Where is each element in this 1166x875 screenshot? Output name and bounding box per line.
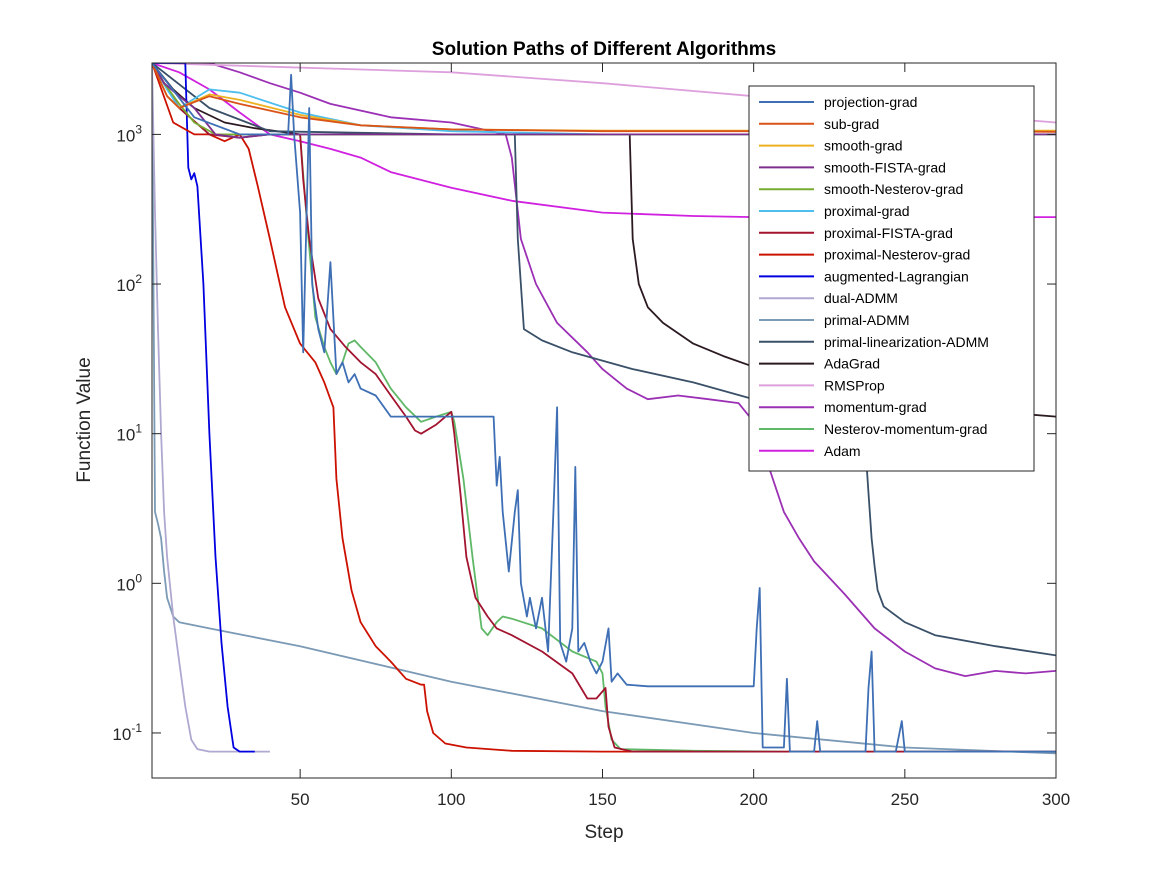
y-tick-label: 101 <box>116 422 142 445</box>
legend-entry-label: momentum-grad <box>824 399 927 415</box>
legend-entry-label: AdaGrad <box>824 356 880 372</box>
x-tick-label: 50 <box>291 790 310 809</box>
legend-entry-label: dual-ADMM <box>824 290 898 306</box>
legend-entry-label: primal-linearization-ADMM <box>824 334 989 350</box>
series-line-augmented-Lagrangian <box>152 63 255 753</box>
legend-entry-label: sub-grad <box>824 116 879 132</box>
legend-entry-label: smooth-FISTA-grad <box>824 159 946 175</box>
legend: projection-grad sub-grad smooth-grad smooth… <box>748 85 1035 472</box>
y-tick-base: 10 <box>116 276 135 295</box>
legend-entry-label: proximal-FISTA-grad <box>824 225 953 241</box>
x-tick-label: 200 <box>739 790 767 809</box>
x-tick-label: 250 <box>891 790 919 809</box>
x-axis-label: Step <box>584 822 623 843</box>
y-tick-label: 102 <box>116 272 142 295</box>
legend-entry-label: RMSProp <box>824 377 885 393</box>
y-tick-exponent: -1 <box>131 721 142 735</box>
legend-entry-label: projection-grad <box>824 94 917 110</box>
x-tick-label: 150 <box>588 790 616 809</box>
y-tick-label: 103 <box>116 122 142 145</box>
chart-title: Solution Paths of Different Algorithms <box>432 39 776 60</box>
y-tick-base: 10 <box>116 575 135 594</box>
x-tick-label: 100 <box>437 790 465 809</box>
y-tick-exponent: 1 <box>135 422 142 436</box>
y-tick-base: 10 <box>116 426 135 445</box>
y-tick-exponent: 2 <box>135 272 142 286</box>
y-tick-base: 10 <box>116 126 135 145</box>
x-tick-label: 300 <box>1042 790 1070 809</box>
y-tick-label: 10-1 <box>112 721 142 744</box>
legend-entry-label: proximal-Nesterov-grad <box>824 247 970 263</box>
series-line-proximal-FISTA-grad <box>152 63 1056 753</box>
series-line-primal-ADMM <box>152 63 1056 755</box>
legend-entry-label: smooth-Nesterov-grad <box>824 181 963 197</box>
y-tick-base: 10 <box>112 725 131 744</box>
legend-entry-label: primal-ADMM <box>824 312 910 328</box>
y-tick-label: 100 <box>116 571 142 594</box>
series-line-projection-grad <box>152 63 1056 753</box>
y-axis-label: Function Value <box>74 357 95 482</box>
series-line-dual-ADMM <box>152 63 270 753</box>
series-line-momentum-grad <box>152 63 1056 677</box>
legend-entry-label: smooth-grad <box>824 138 903 154</box>
x-axis-ticks: 50 100 150 200 250 300 <box>291 63 1070 809</box>
legend-entry-label: augmented-Lagrangian <box>824 268 969 284</box>
legend-entry-label: Nesterov-momentum-grad <box>824 421 987 437</box>
y-tick-exponent: 3 <box>135 122 142 136</box>
plot-border <box>151 62 1057 779</box>
y-tick-exponent: 0 <box>135 571 142 585</box>
legend-entry-label: proximal-grad <box>824 203 910 219</box>
legend-entry-label: Adam <box>824 443 861 459</box>
